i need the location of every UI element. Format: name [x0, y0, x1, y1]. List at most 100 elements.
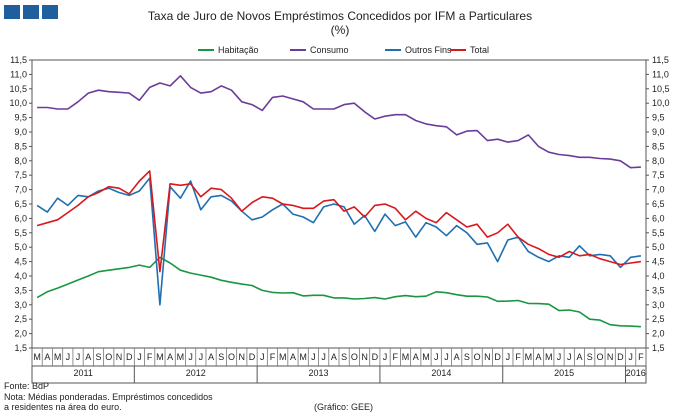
y-tick-label-left: 3,0	[14, 300, 27, 310]
y-tick-label-left: 4,5	[14, 257, 27, 267]
x-month-label: A	[167, 352, 173, 362]
x-month-label: J	[383, 352, 388, 362]
x-month-label: F	[515, 352, 521, 362]
x-year-label: 2011	[73, 368, 92, 378]
x-month-label: A	[413, 352, 419, 362]
y-tick-label-left: 8,0	[14, 156, 27, 166]
x-month-label: O	[351, 352, 358, 362]
y-tick-label-left: 10,0	[9, 98, 27, 108]
x-month-label: M	[279, 352, 287, 362]
legend-label-1: Consumo	[310, 45, 349, 55]
series-line-1	[37, 75, 641, 169]
x-month-label: S	[587, 352, 593, 362]
x-month-label: N	[607, 352, 614, 362]
x-month-label: F	[270, 352, 276, 362]
y-tick-label-right: 8,5	[652, 141, 665, 151]
x-month-label: N	[361, 352, 368, 362]
footer-note-line2: a residentes na área do euro.	[4, 402, 122, 412]
y-tick-label-left: 4,0	[14, 271, 27, 281]
chart-unit: (%)	[330, 23, 350, 37]
y-tick-label-right: 4,5	[652, 257, 665, 267]
x-month-label: J	[76, 352, 81, 362]
y-tick-label-left: 9,0	[14, 127, 27, 137]
y-tick-label-left: 9,5	[14, 113, 27, 123]
y-tick-label-left: 3,5	[14, 285, 27, 295]
x-month-label: A	[290, 352, 296, 362]
x-month-label: J	[321, 352, 326, 362]
x-year-label: 2016	[626, 368, 646, 378]
x-month-label: M	[402, 352, 410, 362]
legend-label-2: Outros Fins	[405, 45, 452, 55]
x-year-label: 2012	[186, 368, 206, 378]
x-month-label: F	[393, 352, 399, 362]
x-month-label: J	[506, 352, 511, 362]
x-month-label: S	[341, 352, 347, 362]
y-tick-label-left: 6,5	[14, 199, 27, 209]
y-tick-label-right: 6,5	[652, 199, 665, 209]
y-tick-label-right: 11,5	[652, 55, 669, 65]
series-line-0	[36, 256, 641, 328]
x-month-label: J	[311, 352, 316, 362]
series-line-3	[36, 170, 642, 273]
chart-title: Taxa de Juro de Novos Empréstimos Conced…	[147, 9, 533, 23]
x-month-label: A	[576, 352, 582, 362]
y-tick-label-right: 5,5	[652, 228, 665, 238]
x-month-label: D	[126, 352, 133, 362]
x-month-label: A	[85, 352, 91, 362]
logo-squares-icon	[4, 5, 58, 19]
x-month-label: D	[617, 352, 624, 362]
x-month-label: M	[525, 352, 533, 362]
x-month-label: M	[177, 352, 185, 362]
x-month-label: A	[208, 352, 214, 362]
y-tick-label-left: 7,0	[14, 185, 27, 195]
y-tick-label-right: 10,5	[652, 84, 670, 94]
y-tick-label-left: 10,5	[9, 84, 27, 94]
y-tick-label-left: 7,5	[14, 170, 27, 180]
y-tick-label-right: 2,5	[652, 314, 665, 324]
y-tick-label-right: 7,0	[652, 185, 665, 195]
y-tick-label-left: 2,5	[14, 314, 27, 324]
x-month-label: M	[33, 352, 41, 362]
x-month-label: N	[239, 352, 246, 362]
legend-label-3: Total	[470, 45, 489, 55]
y-tick-label-right: 3,5	[652, 285, 665, 295]
x-month-label: N	[116, 352, 123, 362]
y-tick-label-left: 11,5	[10, 55, 27, 65]
x-month-label: J	[137, 352, 142, 362]
x-month-label: F	[147, 352, 153, 362]
y-tick-label-right: 10,0	[652, 98, 670, 108]
y-tick-label-right: 1,5	[652, 343, 665, 353]
x-month-label: J	[66, 352, 71, 362]
x-month-label: O	[105, 352, 112, 362]
x-month-label: J	[434, 352, 439, 362]
y-tick-label-right: 2,0	[652, 329, 665, 339]
x-month-label: A	[44, 352, 50, 362]
x-month-label: S	[218, 352, 224, 362]
x-year-label: 2013	[309, 368, 329, 378]
x-month-label: M	[545, 352, 553, 362]
x-month-label: A	[331, 352, 337, 362]
y-tick-label-left: 5,5	[14, 228, 27, 238]
x-month-label: D	[249, 352, 256, 362]
x-month-label: M	[299, 352, 307, 362]
x-month-label: J	[260, 352, 265, 362]
x-month-label: S	[464, 352, 470, 362]
x-month-label: M	[54, 352, 62, 362]
x-year-label: 2014	[431, 368, 451, 378]
series-line-2	[36, 177, 642, 306]
y-tick-label-left: 6,0	[14, 213, 27, 223]
x-month-label: N	[484, 352, 491, 362]
logo-square-2	[23, 5, 39, 19]
x-month-label: J	[557, 352, 562, 362]
y-tick-label-left: 1,5	[14, 343, 27, 353]
x-month-label: D	[372, 352, 379, 362]
x-month-label: J	[628, 352, 633, 362]
x-month-label: D	[494, 352, 501, 362]
footer-source: Fonte: BdP	[4, 381, 50, 391]
legend-label-0: Habitação	[218, 45, 259, 55]
x-month-label: O	[228, 352, 235, 362]
x-month-label: M	[156, 352, 164, 362]
y-tick-label-left: 2,0	[14, 329, 27, 339]
x-month-label: S	[96, 352, 102, 362]
